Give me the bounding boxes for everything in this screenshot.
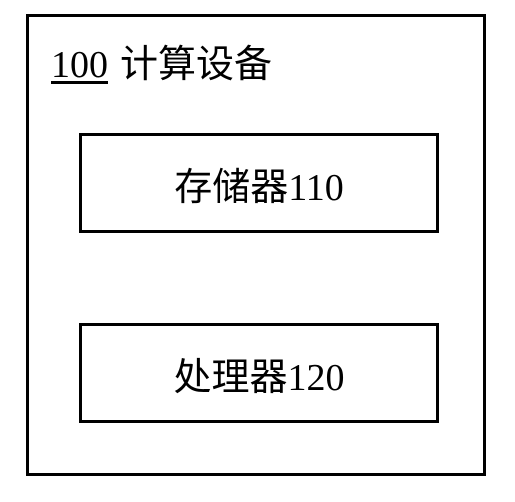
processor-label: 处理器120 (173, 346, 344, 401)
memory-box: 存储器110 (79, 133, 439, 233)
memory-label: 存储器110 (174, 156, 344, 211)
outer-container-box: 100 计算设备 存储器110 处理器120 (26, 14, 486, 476)
reference-number: 100 (51, 43, 108, 87)
diagram-title: 计算设备 (120, 33, 272, 88)
processor-box: 处理器120 (79, 323, 439, 423)
diagram-header: 100 计算设备 (51, 33, 272, 88)
